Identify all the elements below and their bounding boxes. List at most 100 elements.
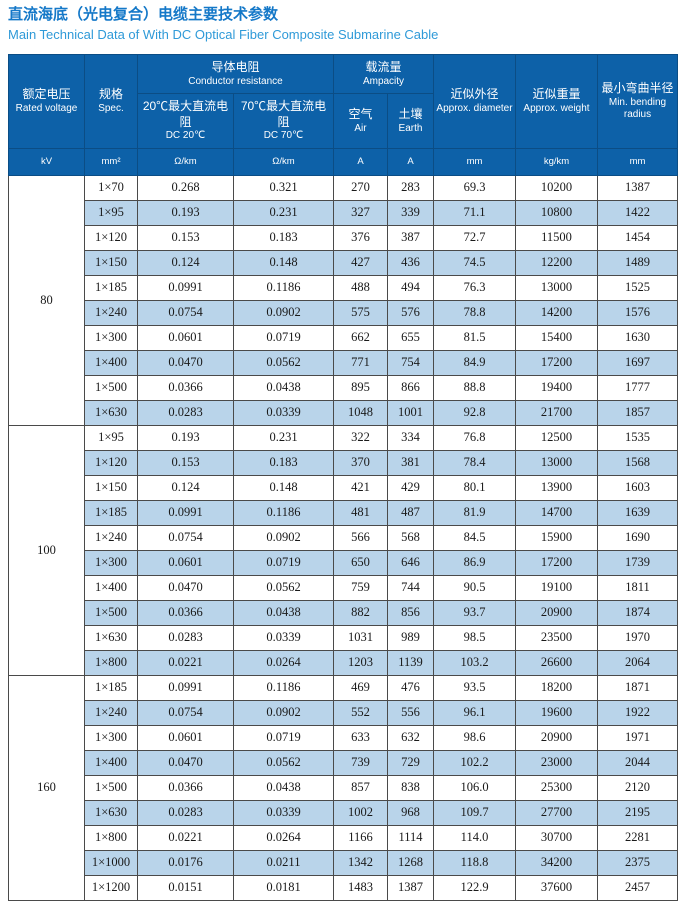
value-cell: 14700 (515, 499, 598, 526)
value-cell: 856 (387, 599, 434, 626)
value-cell: 0.0601 (137, 549, 234, 576)
value-cell: 114.0 (433, 824, 516, 851)
value-cell: 81.9 (433, 499, 516, 526)
value-cell: 270 (333, 174, 388, 201)
value-cell: 0.193 (137, 199, 234, 226)
table-row: 1×120 0.153 0.183 376 387 72.7 11500 1454 (9, 224, 678, 251)
value-cell: 436 (387, 249, 434, 276)
value-cell: 23500 (515, 624, 598, 651)
spec-cell: 1×95 (84, 199, 138, 226)
dc20-label-zh: 20℃最大直流电阻 (142, 99, 229, 129)
value-cell: 0.0754 (137, 524, 234, 551)
value-cell: 882 (333, 599, 388, 626)
value-cell: 15400 (515, 324, 598, 351)
value-cell: 86.9 (433, 549, 516, 576)
table-row: 1×800 0.0221 0.0264 1166 1114 114.0 30700 2281 (9, 824, 678, 851)
value-cell: 19100 (515, 574, 598, 601)
table-row: 1×630 0.0283 0.0339 1031 989 98.5 23500 1970 (9, 624, 678, 651)
value-cell: 11500 (515, 224, 598, 251)
spec-cell: 1×630 (84, 799, 138, 826)
value-cell: 74.5 (433, 249, 516, 276)
value-cell: 1603 (597, 474, 678, 501)
unit-earth: A (387, 147, 434, 176)
value-cell: 2375 (597, 849, 678, 876)
spec-cell: 1×400 (84, 749, 138, 776)
value-cell: 0.148 (233, 474, 334, 501)
page-subtitle: Main Technical Data of With DC Optical F… (8, 26, 439, 42)
value-cell: 339 (387, 199, 434, 226)
value-cell: 0.0991 (137, 274, 234, 301)
value-cell: 69.3 (433, 174, 516, 201)
value-cell: 552 (333, 699, 388, 726)
col-header-approx-weight: 近似重量 Approx. weight (515, 53, 598, 149)
value-cell: 1811 (597, 574, 678, 601)
col-header-earth: 土壤 Earth (387, 92, 434, 149)
value-cell: 12200 (515, 249, 598, 276)
approx-diameter-label-zh: 近似外径 (450, 87, 499, 102)
value-cell: 0.0562 (233, 349, 334, 376)
table-row: 1×1000 0.0176 0.0211 1342 1268 118.8 34200 2375 (9, 849, 678, 876)
value-cell: 376 (333, 224, 388, 251)
technical-data-table: 额定电压 Rated voltage 规格 Spec. 导体电阻 Conduct… (8, 53, 678, 901)
approx-diameter-label-en: Approx. diameter (436, 103, 513, 115)
value-cell: 0.0221 (137, 649, 234, 676)
value-cell: 0.1186 (233, 274, 334, 301)
table-row: 1×500 0.0366 0.0438 857 838 106.0 25300 2120 (9, 774, 678, 801)
spec-cell: 1×800 (84, 824, 138, 851)
value-cell: 0.0339 (233, 399, 334, 426)
table-body: 80 1×70 0.268 0.321 270 283 69.3 10200 1387 1×95 0… (8, 174, 678, 901)
dc20-label-en: DC 20℃ (165, 130, 206, 142)
value-cell: 96.1 (433, 699, 516, 726)
col-group-ampacity: 载流量 Ampacity (333, 53, 434, 94)
table-row: 1×185 0.0991 0.1186 488 494 76.3 13000 1525 (9, 274, 678, 301)
value-cell: 12500 (515, 424, 598, 451)
value-cell: 1857 (597, 399, 678, 426)
value-cell: 1454 (597, 224, 678, 251)
value-cell: 80.1 (433, 474, 516, 501)
value-cell: 78.4 (433, 449, 516, 476)
value-cell: 0.0719 (233, 549, 334, 576)
value-cell: 2120 (597, 774, 678, 801)
spec-cell: 1×70 (84, 174, 138, 201)
value-cell: 1630 (597, 324, 678, 351)
spec-cell: 1×240 (84, 699, 138, 726)
table-row: 100 1×95 0.193 0.231 322 334 76.8 12500 1535 (8, 424, 678, 676)
value-cell: 334 (387, 424, 434, 451)
voltage-group-label: 160 (8, 674, 85, 901)
value-cell: 0.231 (233, 424, 334, 451)
value-cell: 14200 (515, 299, 598, 326)
value-cell: 34200 (515, 849, 598, 876)
value-cell: 0.0151 (137, 874, 234, 901)
value-cell: 1387 (387, 874, 434, 901)
value-cell: 0.0601 (137, 724, 234, 751)
value-cell: 0.0283 (137, 624, 234, 651)
col-header-dc20: 20℃最大直流电阻 DC 20℃ (137, 92, 234, 149)
value-cell: 10800 (515, 199, 598, 226)
col-header-dc70: 70℃最大直流电阻 DC 70℃ (233, 92, 334, 149)
table-row: 1×240 0.0754 0.0902 566 568 84.5 15900 1690 (9, 524, 678, 551)
ampacity-label-en: Ampacity (362, 75, 405, 87)
value-cell: 17200 (515, 349, 598, 376)
value-cell: 0.0181 (233, 874, 334, 901)
value-cell: 92.8 (433, 399, 516, 426)
spec-cell: 1×400 (84, 349, 138, 376)
unit-weight: kg/km (515, 147, 598, 176)
value-cell: 1268 (387, 849, 434, 876)
value-cell: 0.0470 (137, 349, 234, 376)
unit-dc20: Ω/km (137, 147, 234, 176)
table-row: 1×150 0.124 0.148 427 436 74.5 12200 1489 (9, 249, 678, 276)
value-cell: 0.0339 (233, 799, 334, 826)
value-cell: 1483 (333, 874, 388, 901)
value-cell: 0.0176 (137, 849, 234, 876)
value-cell: 118.8 (433, 849, 516, 876)
value-cell: 421 (333, 474, 388, 501)
spec-label-zh: 规格 (98, 87, 123, 102)
value-cell: 1739 (597, 549, 678, 576)
value-cell: 662 (333, 324, 388, 351)
value-cell: 20900 (515, 599, 598, 626)
unit-spec: mm² (84, 147, 138, 176)
value-cell: 0.0264 (233, 649, 334, 676)
spec-cell: 1×120 (84, 449, 138, 476)
value-cell: 0.1186 (233, 674, 334, 701)
value-cell: 1489 (597, 249, 678, 276)
